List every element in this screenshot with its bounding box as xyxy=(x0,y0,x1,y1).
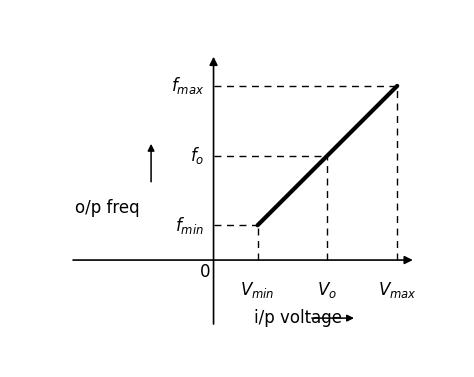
Text: $f_o$: $f_o$ xyxy=(190,145,204,166)
Text: o/p freq: o/p freq xyxy=(75,199,139,217)
Text: $f_{max}$: $f_{max}$ xyxy=(171,75,204,97)
Text: 0: 0 xyxy=(200,263,211,280)
Text: $V_{min}$: $V_{min}$ xyxy=(240,280,275,300)
Text: $V_{max}$: $V_{max}$ xyxy=(378,280,417,300)
Text: $V_o$: $V_o$ xyxy=(318,280,337,300)
Text: $f_{min}$: $f_{min}$ xyxy=(175,215,204,236)
Text: i/p voltage: i/p voltage xyxy=(254,309,342,327)
